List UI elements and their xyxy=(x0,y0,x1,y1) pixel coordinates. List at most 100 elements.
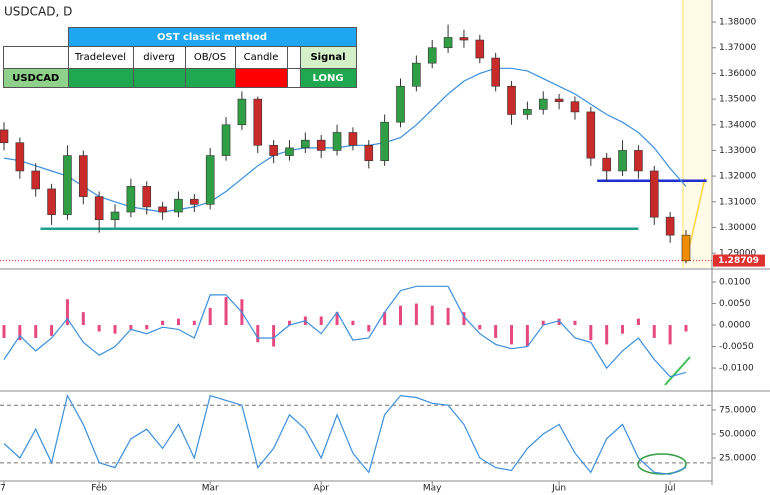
oscillator-line xyxy=(3,393,687,475)
histogram-bar xyxy=(18,325,22,341)
candle-body xyxy=(31,170,41,190)
histogram-bar xyxy=(351,320,355,326)
candle-body xyxy=(110,211,120,221)
column-header: diverg xyxy=(132,46,186,69)
histogram-bar xyxy=(573,320,577,326)
candle-body xyxy=(491,57,500,87)
y-tick-label: 25.0000 xyxy=(719,454,756,464)
histogram-bar xyxy=(414,303,418,326)
candle-body xyxy=(63,155,72,215)
future-band xyxy=(683,0,712,268)
candle-body xyxy=(47,188,56,215)
column-header: OB/OS xyxy=(184,46,236,69)
histogram-bar xyxy=(446,307,450,326)
histogram-bar xyxy=(287,320,291,326)
histogram-bar xyxy=(684,325,688,332)
candle-body xyxy=(126,186,136,213)
candle-body xyxy=(507,85,516,115)
column-header: Signal xyxy=(299,46,357,69)
histogram-bar xyxy=(81,312,85,326)
histogram-bar xyxy=(129,325,133,330)
status-cell xyxy=(132,68,186,88)
histogram-bar xyxy=(462,312,466,326)
x-tick-label: Jun xyxy=(551,484,566,494)
candle-body xyxy=(174,198,183,213)
candle-body xyxy=(443,37,453,49)
candle-body xyxy=(412,62,421,87)
status-cell xyxy=(184,68,236,88)
macd-line xyxy=(3,285,687,378)
y-tick-label: 1.33000 xyxy=(719,146,756,156)
y-tick-label: 1.30000 xyxy=(719,223,756,233)
histogram-bar xyxy=(557,318,561,326)
candle-body xyxy=(554,98,564,102)
x-tick-label: Feb xyxy=(91,484,107,494)
histogram-bar xyxy=(113,325,117,334)
histogram-bar xyxy=(430,305,434,326)
candle-body xyxy=(0,129,9,144)
histogram-bar xyxy=(335,312,339,326)
histogram-bar xyxy=(34,325,38,338)
candle-body xyxy=(475,39,485,59)
y-tick-label: 1.29000 xyxy=(719,249,756,259)
y-tick-label: 1.35000 xyxy=(719,95,756,105)
candle-body xyxy=(396,85,405,123)
candle-body xyxy=(221,124,231,156)
histogram-bar xyxy=(478,325,482,330)
candle-body xyxy=(253,98,263,146)
candle-body xyxy=(634,150,643,172)
candle-body xyxy=(158,206,167,213)
moving-average xyxy=(3,67,687,213)
last-price-box xyxy=(713,254,765,267)
histogram-bar xyxy=(97,325,101,332)
histogram-bar xyxy=(589,325,593,341)
column-header: Tradelevel xyxy=(67,46,134,69)
candle-body xyxy=(301,139,310,149)
candle-body xyxy=(364,144,374,161)
candle-body xyxy=(459,37,469,41)
candle-body xyxy=(380,121,389,161)
candle-body xyxy=(665,216,675,236)
candle-body xyxy=(269,144,278,156)
y-tick-label: 0.0100 xyxy=(719,278,751,288)
histogram-bar xyxy=(272,325,276,347)
candle-body xyxy=(15,142,25,172)
candle-body xyxy=(586,111,596,159)
x-tick-label: Apr xyxy=(313,484,329,494)
candle-body xyxy=(190,198,199,205)
candle-body xyxy=(205,155,215,205)
y-tick-label: 1.38000 xyxy=(719,18,756,28)
histogram-bar xyxy=(208,307,212,326)
y-tick-label: 0.0000 xyxy=(719,321,751,331)
y-tick-label: 0.0050 xyxy=(719,299,751,309)
cell xyxy=(286,46,301,69)
histogram-bar xyxy=(192,320,196,326)
candle-body xyxy=(618,150,627,172)
last-price-label: 1.28709 xyxy=(718,256,759,266)
candle-body xyxy=(570,101,580,113)
histogram-bar xyxy=(541,320,545,326)
candle-body xyxy=(602,157,611,172)
candle-body xyxy=(79,155,88,197)
row-header: USDCAD xyxy=(3,68,69,88)
y-tick-label: 1.32000 xyxy=(719,172,756,182)
histogram-bar xyxy=(256,325,260,343)
column-header: Candle xyxy=(234,46,288,69)
x-tick-label: Jul xyxy=(664,484,676,494)
candle-body xyxy=(94,196,104,221)
histogram-bar xyxy=(525,325,529,347)
candle-body xyxy=(237,98,247,126)
histogram-bar xyxy=(383,312,387,326)
x-tick-label: May xyxy=(423,484,442,494)
histogram-bar xyxy=(145,325,149,330)
cell xyxy=(286,68,301,88)
candle-body xyxy=(427,47,437,64)
histogram-bar xyxy=(668,325,672,345)
x-tick-label: 7 xyxy=(0,484,6,494)
signal-table: OST classic method Tradelevel diverg OB/… xyxy=(3,27,357,88)
y-tick-label: 75.0000 xyxy=(719,406,756,416)
histogram-bar xyxy=(510,325,514,345)
y-tick-label: 1.31000 xyxy=(719,197,756,207)
